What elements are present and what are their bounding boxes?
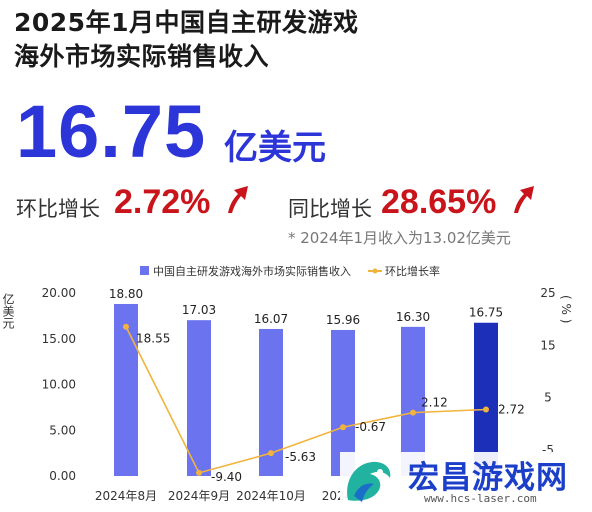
bar-value-label: 16.07 (254, 312, 288, 326)
legend-line-marker (372, 268, 378, 274)
watermark-url: www.hcs-laser.com (420, 492, 541, 505)
line-point (483, 406, 489, 413)
y-tick-left: 10.00 (42, 378, 76, 392)
growth-line (125, 326, 487, 474)
y-axis-title-left: 亿美元 (1, 292, 15, 330)
line-value-label: 18.55 (136, 332, 170, 346)
y-tick-right: -5 (542, 443, 554, 457)
legend-line-label: 环比增长率 (385, 264, 440, 278)
yoy-label: 同比增长 (288, 197, 372, 221)
revenue-unit: 亿美元 (224, 128, 326, 168)
x-tick: 2024年9月 (168, 489, 230, 503)
bar (187, 320, 211, 476)
line-point (196, 469, 202, 476)
y-tick-left: 5.00 (49, 423, 76, 437)
up-arrow-icon (228, 186, 248, 213)
bar (401, 326, 425, 476)
line-value-label: -0.67 (355, 420, 386, 434)
y-tick-left: 15.00 (42, 332, 76, 346)
bar (114, 303, 138, 476)
line-point (268, 450, 274, 457)
mom-value: 2.72% (114, 183, 211, 221)
line-value-label: -9.40 (211, 470, 242, 484)
x-tick: 2024年10月 (236, 489, 306, 503)
title-line-1: 2025年1月中国自主研发游戏 (14, 8, 359, 37)
line-point (410, 409, 416, 416)
y-tick-left: 0.00 (49, 469, 76, 483)
line-point (123, 323, 129, 330)
footnote: * 2024年1月收入为13.02亿美元 (288, 229, 511, 247)
line-value-label: 2.12 (421, 396, 448, 410)
legend-bar-label: 中国自主研发游戏海外市场实际销售收入 (153, 264, 351, 278)
title-line-2: 海外市场实际销售收入 (14, 42, 270, 71)
legend-bar-swatch (140, 266, 149, 275)
y-tick-right: 5 (544, 391, 552, 405)
watermark-text: 宏昌游戏网 (408, 460, 568, 496)
y-tick-left: 20.00 (42, 286, 76, 300)
bar-value-label: 18.80 (109, 287, 143, 301)
revenue-value: 16.75 (16, 90, 207, 173)
line-point (340, 424, 346, 431)
line-value-label: -5.63 (285, 450, 316, 464)
y-axis-title-right: ( % ) (559, 295, 573, 323)
line-value-label: 2.72 (498, 402, 525, 416)
bar (331, 329, 355, 476)
y-tick-right: 15 (540, 338, 555, 352)
title: 2025年1月中国自主研发游戏 海外市场实际销售收入 (14, 6, 358, 74)
y-tick-right: 25 (540, 286, 555, 300)
bar (474, 322, 498, 476)
bar-value-label: 16.30 (396, 310, 430, 324)
bar-value-label: 16.75 (469, 306, 503, 320)
mom-label: 环比增长 (16, 197, 100, 221)
yoy-value: 28.65% (381, 183, 497, 221)
bar-value-label: 15.96 (326, 313, 360, 327)
bar-value-label: 17.03 (182, 303, 216, 317)
up-arrow-icon (514, 186, 534, 213)
x-tick: 2024年8月 (95, 489, 157, 503)
